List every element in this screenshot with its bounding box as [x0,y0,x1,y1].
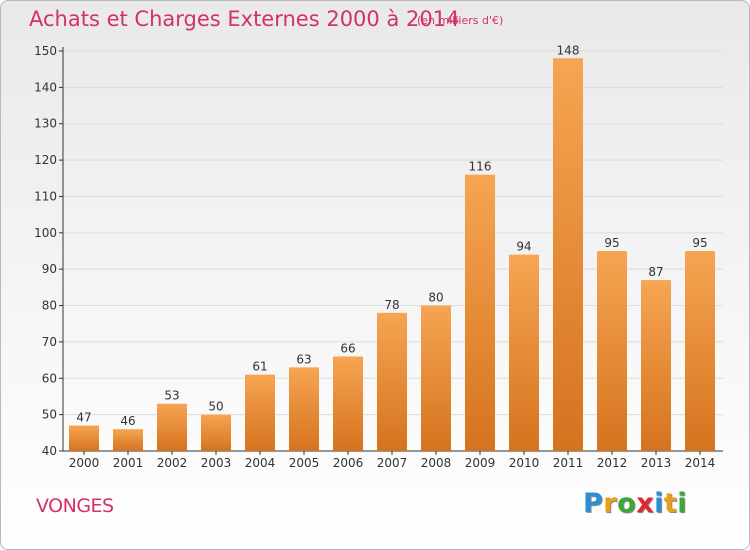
y-tick-label: 120 [34,153,57,167]
data-label: 50 [208,400,223,414]
data-label: 80 [428,291,443,305]
data-label: 63 [296,352,311,366]
x-tick-label: 2005 [289,456,320,470]
bar [509,254,539,451]
data-label: 116 [469,160,492,174]
y-tick-label: 130 [34,117,57,131]
logo-letter: r [603,488,618,519]
data-label: 148 [557,43,580,57]
y-tick-label: 150 [34,44,57,58]
data-label: 47 [76,411,91,425]
bar [245,374,275,451]
logo-letter: i [677,488,688,519]
logo-letter: i [654,488,664,519]
bar [685,251,715,451]
x-tick-label: 2001 [113,456,144,470]
data-label: 66 [340,341,355,355]
x-tick-label: 2013 [641,456,672,470]
y-tick-label: 80 [42,299,57,313]
logo-letter: x [636,488,655,519]
y-tick-label: 110 [34,189,57,203]
location-label: VONGES [36,495,114,517]
data-label: 94 [516,240,531,254]
x-tick-label: 2006 [333,456,364,470]
logo-letter: t [663,488,678,519]
logo-letter: P [583,488,604,519]
y-tick-label: 100 [34,226,57,240]
data-label: 46 [120,414,135,428]
bar [377,312,407,451]
x-tick-label: 2008 [421,456,452,470]
bar [465,174,495,452]
y-tick-label: 90 [42,262,57,276]
x-tick-label: 2014 [685,456,716,470]
x-tick-label: 2000 [69,456,100,470]
bar [641,280,671,451]
y-tick-label: 70 [42,335,57,349]
bar [157,403,187,451]
bar [333,356,363,451]
chart-title: Achats et Charges Externes 2000 à 2014 [29,7,460,31]
x-tick-label: 2004 [245,456,276,470]
bar [289,367,319,451]
data-label: 87 [648,265,663,279]
bar [113,429,143,451]
data-label: 53 [164,389,179,403]
bar [201,414,231,451]
logo-letter: o [617,488,637,519]
x-tick-label: 2007 [377,456,408,470]
bar [69,425,99,451]
y-tick-label: 40 [42,444,57,458]
bar [553,58,583,451]
data-label: 61 [252,360,267,374]
x-tick-label: 2010 [509,456,540,470]
x-tick-label: 2002 [157,456,188,470]
data-label: 78 [384,298,399,312]
y-tick-label: 60 [42,371,57,385]
proxiti-logo: Proxiti [583,488,687,519]
x-tick-label: 2009 [465,456,496,470]
x-tick-label: 2011 [553,456,584,470]
data-label: 95 [604,236,619,250]
x-tick-label: 2012 [597,456,628,470]
x-tick-label: 2003 [201,456,232,470]
bar [597,251,627,451]
y-tick-label: 140 [34,80,57,94]
chart-subtitle: (en milliers d'€) [417,14,504,27]
y-tick-label: 50 [42,408,57,422]
data-label: 95 [692,236,707,250]
bar [421,305,451,451]
